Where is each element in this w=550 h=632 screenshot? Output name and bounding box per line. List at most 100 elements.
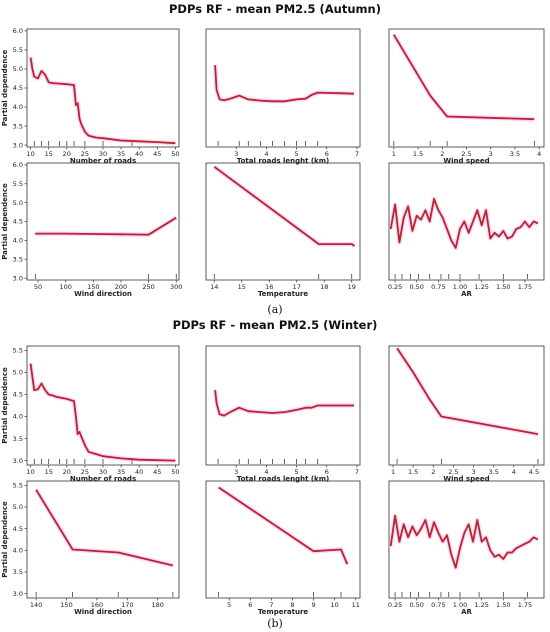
x-tick-label: 180 xyxy=(152,601,164,609)
x-tick-label: 3 xyxy=(489,150,493,158)
pdp-line xyxy=(214,389,354,417)
pdp-line xyxy=(35,489,174,567)
x-tick-label: 1.25 xyxy=(474,283,488,291)
x-tick-label: 2.5 xyxy=(448,468,458,476)
x-tick-label: 50 xyxy=(171,468,179,476)
x-tick-label: 50 xyxy=(171,150,179,158)
pdp-panel: 10 15 20 25 30 35 40 45 50 3.0 3.5 4.0 4.5 5.0 5.5 Numb… xyxy=(1,345,180,483)
panel-frame xyxy=(205,480,361,599)
pdp-line xyxy=(393,34,535,121)
x-tick-label: 25 xyxy=(81,150,89,158)
x-axis-label: Temperature xyxy=(258,290,309,298)
y-tick-label: 5.5 xyxy=(13,482,23,490)
pdp-line xyxy=(29,57,176,145)
x-tick-label: 160 xyxy=(91,601,103,609)
x-tick-label: 15 xyxy=(45,468,53,476)
y-axis-label: Partial dependence xyxy=(1,183,9,260)
y-tick-label: 5.0 xyxy=(13,199,23,207)
pdp-line xyxy=(218,486,349,565)
y-tick-label: 3.0 xyxy=(13,457,23,465)
y-tick-label: 5.5 xyxy=(13,180,23,188)
pdp-panel: 5 6 7 8 9 10 11 Temperature xyxy=(205,480,361,616)
x-tick-label: 45 xyxy=(153,150,161,158)
y-tick-label: 3.5 xyxy=(13,122,23,130)
x-tick-label: 45 xyxy=(153,468,161,476)
x-tick-label: 2.5 xyxy=(461,150,471,158)
x-tick-label: 35 xyxy=(117,468,125,476)
x-tick-label: 1.5 xyxy=(413,150,423,158)
x-tick-label: 7 xyxy=(269,601,273,609)
x-axis-label: Number of roads xyxy=(70,157,136,165)
pdp-panel: 140 150 160 170 180 3.0 3.5 4.0 4.5 5.0 5.5 Wind di… xyxy=(1,480,180,616)
x-axis-label: Number of roads xyxy=(70,475,136,483)
panel-frame xyxy=(388,28,545,148)
x-tick-label: 15 xyxy=(45,150,53,158)
pdp-panel: 1 1.5 2 2.5 3 3.5 4 Wind speed xyxy=(388,28,545,165)
x-tick-label: 20 xyxy=(63,150,71,158)
y-tick-label: 3.5 xyxy=(13,568,23,576)
pdp-line-halo xyxy=(217,485,350,566)
x-tick-label: 4 xyxy=(264,150,268,158)
x-axis-label: Wind speed xyxy=(443,475,489,483)
x-tick-label: 2 xyxy=(440,150,444,158)
pdp-panel: 3 4 5 6 7 Total roads lenght (km) xyxy=(205,28,361,165)
x-tick-label: 16 xyxy=(265,283,273,291)
y-tick-label: 4.0 xyxy=(13,413,23,421)
panel-frame xyxy=(26,480,180,599)
x-tick-label: 100 xyxy=(59,283,71,291)
y-axis-label: Partial dependence xyxy=(1,367,9,444)
x-tick-label: 140 xyxy=(30,601,42,609)
x-axis-label: Wind direction xyxy=(74,290,132,298)
figure-title-autumn: PDPs RF - mean PM2.5 (Autumn) xyxy=(169,2,381,16)
x-tick-label: 4 xyxy=(512,468,516,476)
y-tick-label: 4.5 xyxy=(13,84,23,92)
panel-frame xyxy=(205,28,361,148)
x-tick-label: 11 xyxy=(352,601,360,609)
pdp-line xyxy=(214,65,355,103)
x-tick-label: 35 xyxy=(117,150,125,158)
y-tick-label: 3.0 xyxy=(13,274,23,282)
x-tick-label: 5 xyxy=(295,468,299,476)
x-tick-label: 40 xyxy=(135,468,143,476)
y-tick-label: 4.0 xyxy=(13,547,23,555)
caption-a: (a) xyxy=(267,303,282,316)
x-tick-label: 1.25 xyxy=(474,601,488,609)
y-tick-label: 4.0 xyxy=(13,103,23,111)
y-tick-label: 5.0 xyxy=(13,65,23,73)
y-tick-label: 6.0 xyxy=(13,27,23,35)
pdp-line xyxy=(396,347,539,435)
pdp-line-halo xyxy=(35,215,178,237)
x-tick-label: 25 xyxy=(81,468,89,476)
pdp-line-halo xyxy=(28,363,176,463)
pdp-panel: 10 15 20 25 30 35 40 45 50 3.0 3.5 4.0 4.5 5.0 5.5 6.0 N… xyxy=(1,27,180,165)
panel-frame xyxy=(26,28,180,148)
x-tick-label: 1.50 xyxy=(496,283,510,291)
panel-group-autumn: 10 15 20 25 30 35 40 45 503.03.54.04.55.05.56.0N… xyxy=(1,27,545,298)
y-tick-label: 6.0 xyxy=(13,161,23,169)
x-tick-label: 170 xyxy=(121,601,133,609)
x-tick-label: 7 xyxy=(355,150,359,158)
panel-frame xyxy=(205,162,361,281)
y-tick-label: 3.5 xyxy=(13,435,23,443)
y-tick-label: 3.5 xyxy=(13,255,23,263)
pdp-line-halo xyxy=(212,164,356,248)
caption-b: (b) xyxy=(267,617,283,630)
x-tick-label: 1 xyxy=(391,468,395,476)
pdp-line xyxy=(389,514,539,569)
x-tick-label: 150 xyxy=(87,283,99,291)
x-tick-label: 3 xyxy=(471,468,475,476)
y-tick-label: 4.0 xyxy=(13,237,23,245)
x-tick-label: 4 xyxy=(537,150,541,158)
y-axis-label: Partial dependence xyxy=(1,49,9,126)
x-axis-label: Wind speed xyxy=(443,157,489,165)
x-tick-label: 10 xyxy=(26,468,34,476)
x-tick-label: 6 xyxy=(248,601,252,609)
x-tick-label: 0.50 xyxy=(409,283,423,291)
x-tick-label: 4 xyxy=(264,468,268,476)
y-tick-label: 5.5 xyxy=(13,46,23,54)
x-tick-label: 250 xyxy=(142,283,154,291)
x-tick-label: 50 xyxy=(34,283,42,291)
x-tick-label: 1.5 xyxy=(408,468,418,476)
x-axis-label: Wind direction xyxy=(74,608,132,616)
panel-frame xyxy=(388,480,545,599)
